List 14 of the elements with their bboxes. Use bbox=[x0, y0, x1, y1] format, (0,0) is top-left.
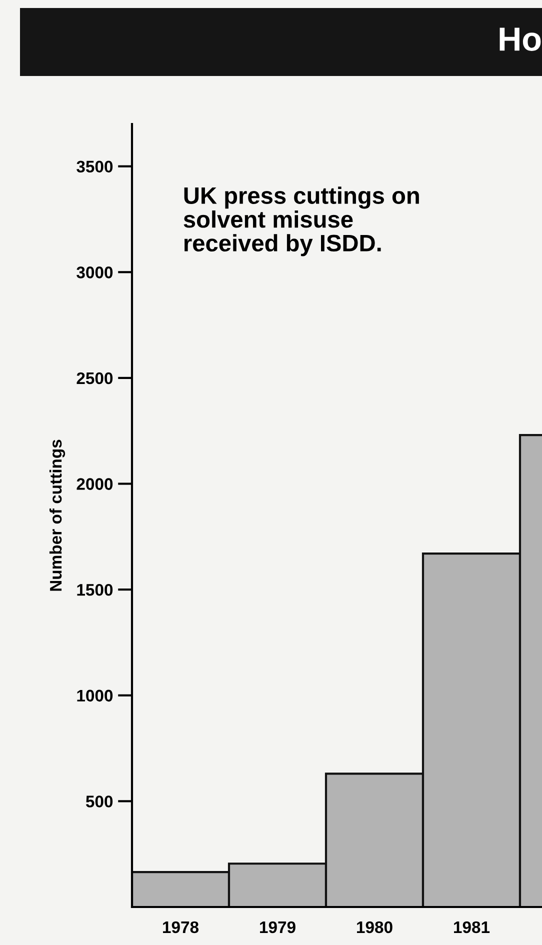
y-tick-label: 3500 bbox=[76, 160, 113, 173]
y-tick-label: 1500 bbox=[77, 584, 113, 596]
y-axis-title: Number of cuttings bbox=[49, 440, 66, 591]
x-tick-label: 1981 bbox=[454, 921, 490, 934]
text: UK press cuttings on solvent misuse received by ISDD. bbox=[184, 186, 419, 256]
x-tick-label: 1979 bbox=[260, 921, 296, 934]
y-tick-label: 2000 bbox=[76, 478, 113, 490]
y-tick-label: 1000 bbox=[77, 690, 113, 702]
y-tick-label: 500 bbox=[86, 796, 113, 808]
x-tick-label: 1980 bbox=[357, 921, 392, 934]
x-tick-label: 1978 bbox=[163, 921, 199, 934]
y-tick-label: 2500 bbox=[76, 372, 113, 384]
y-tick-label: 3000 bbox=[76, 266, 113, 278]
text: Ho bbox=[500, 28, 541, 51]
